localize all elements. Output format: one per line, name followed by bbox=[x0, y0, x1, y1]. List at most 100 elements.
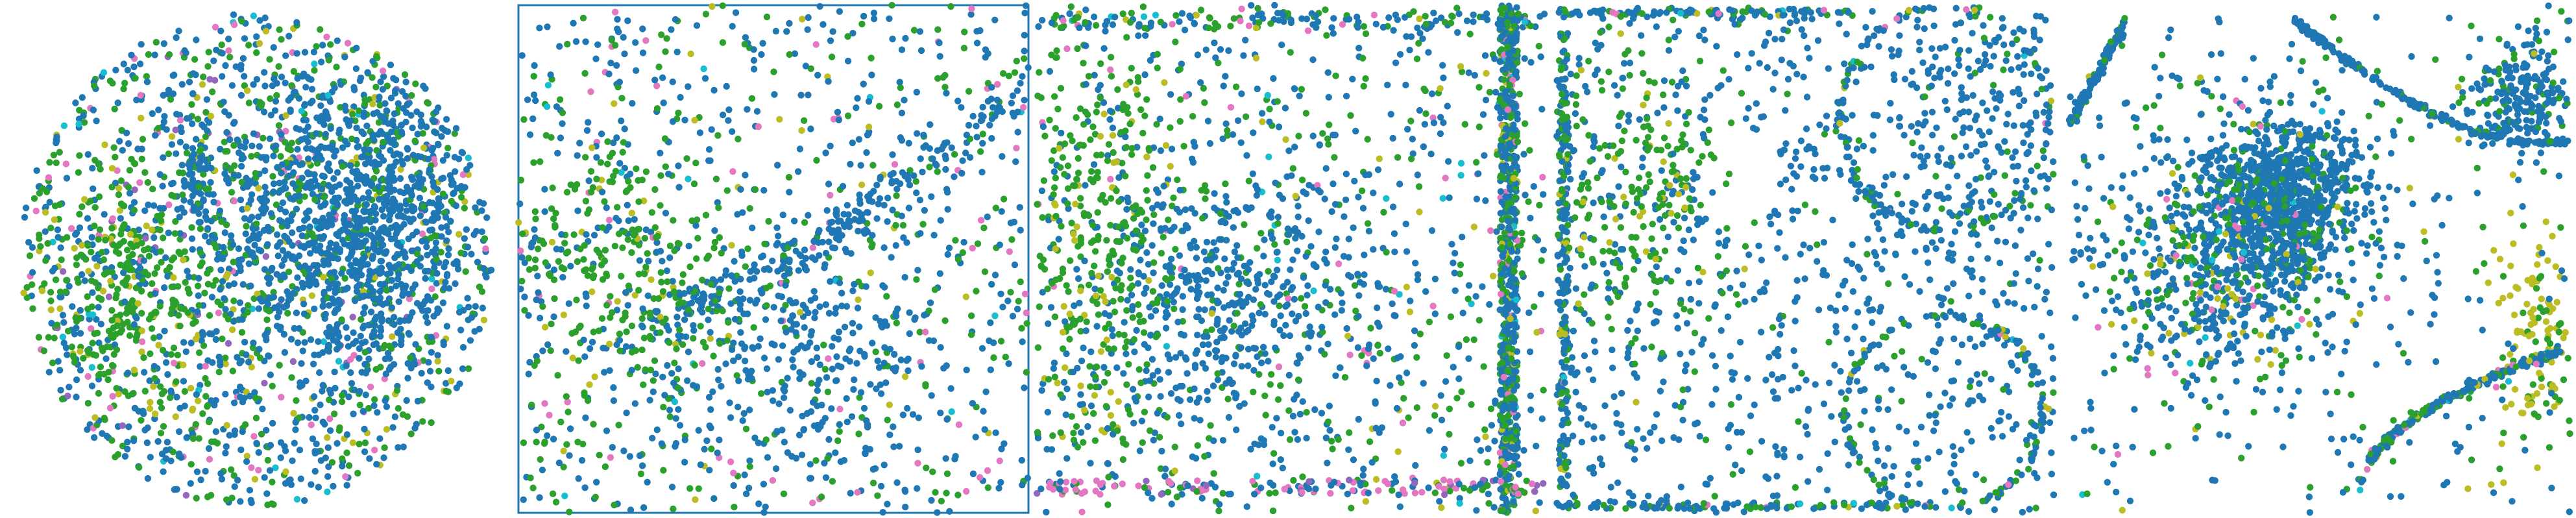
scatter-point bbox=[143, 222, 150, 230]
scatter-point bbox=[875, 103, 883, 110]
scatter-point bbox=[334, 169, 341, 176]
scatter-point bbox=[751, 261, 758, 268]
scatter-point bbox=[564, 399, 571, 406]
scatter-point bbox=[342, 286, 349, 293]
scatter-point bbox=[424, 319, 431, 327]
scatter-point bbox=[434, 186, 441, 193]
scatter-point bbox=[64, 327, 72, 335]
scatter-point bbox=[448, 181, 456, 188]
scatter-point bbox=[857, 162, 864, 169]
scatter-point bbox=[732, 9, 740, 16]
scatter-point bbox=[982, 46, 990, 53]
scatter-point bbox=[84, 241, 91, 249]
scatter-point bbox=[200, 73, 207, 80]
scatter-point bbox=[565, 300, 572, 307]
scatter-point bbox=[261, 380, 268, 387]
scatter-point bbox=[998, 208, 1005, 215]
scatter-point bbox=[115, 390, 122, 398]
scatter-point bbox=[1530, 183, 1537, 190]
scatter-point bbox=[780, 490, 788, 497]
scatter-point bbox=[274, 164, 281, 171]
scatter-point bbox=[422, 313, 430, 321]
scatter-point bbox=[263, 274, 271, 282]
scatter-point bbox=[690, 322, 697, 329]
scatter-point bbox=[301, 339, 308, 346]
scatter-point bbox=[1479, 111, 1487, 118]
scatter-point bbox=[822, 249, 830, 257]
scatter-point bbox=[188, 101, 195, 108]
scatter-point bbox=[657, 149, 664, 156]
scatter-point bbox=[877, 381, 884, 388]
scatter-point bbox=[936, 270, 943, 277]
scatter-point bbox=[820, 341, 827, 349]
scatter-point bbox=[554, 372, 561, 379]
scatter-point bbox=[1257, 301, 1264, 308]
scatter-point bbox=[609, 149, 616, 156]
scatter-point bbox=[1068, 413, 1075, 420]
scatter-point bbox=[1346, 429, 1353, 436]
scatter-point bbox=[537, 456, 544, 463]
scatter-point bbox=[965, 88, 973, 95]
scatter-point bbox=[1463, 336, 1470, 343]
scatter-point bbox=[345, 393, 352, 401]
scatter-point bbox=[690, 180, 698, 188]
scatter-point bbox=[593, 175, 600, 182]
scatter-point bbox=[169, 179, 177, 187]
scatter-point bbox=[690, 293, 698, 301]
scatter-point bbox=[110, 144, 117, 151]
scatter-point bbox=[319, 382, 326, 389]
scatter-point bbox=[151, 234, 158, 241]
scatter-point bbox=[91, 204, 99, 211]
scatter-point bbox=[175, 428, 183, 436]
scatter-point bbox=[174, 206, 181, 213]
scatter-point bbox=[858, 20, 866, 28]
scatter-point bbox=[959, 157, 966, 164]
scatter-point bbox=[1180, 143, 1187, 150]
scatter-point bbox=[1331, 154, 1338, 161]
scatter-point bbox=[343, 449, 350, 456]
scatter-point bbox=[315, 484, 322, 491]
scatter-point bbox=[210, 57, 217, 64]
scatter-point bbox=[1141, 408, 1148, 415]
scatter-point bbox=[84, 400, 92, 407]
scatter-point bbox=[237, 92, 245, 99]
scatter-point bbox=[285, 268, 293, 275]
scatter-point bbox=[296, 197, 303, 204]
scatter-point bbox=[120, 269, 127, 277]
scatter-point bbox=[201, 290, 208, 297]
scatter-point bbox=[1465, 282, 1473, 289]
scatter-point bbox=[984, 467, 991, 475]
scatter-point bbox=[228, 466, 235, 473]
scatter-point bbox=[439, 299, 447, 306]
scatter-point bbox=[322, 130, 330, 138]
scatter-point bbox=[334, 37, 341, 44]
scatter-point bbox=[229, 367, 236, 375]
scatter-point bbox=[231, 197, 238, 204]
scatter-point bbox=[309, 146, 317, 153]
scatter-point bbox=[346, 221, 354, 228]
scatter-point bbox=[371, 203, 378, 210]
scatter-point bbox=[403, 397, 410, 404]
scatter-point bbox=[628, 249, 635, 256]
scatter-point bbox=[123, 310, 130, 317]
scatter-point bbox=[1158, 447, 1165, 455]
scatter-point bbox=[431, 117, 439, 125]
scatter-point bbox=[401, 285, 408, 293]
scatter-point bbox=[929, 468, 936, 475]
scatter-point bbox=[365, 194, 372, 202]
scatter-point bbox=[1521, 120, 1529, 127]
scatter-point bbox=[444, 367, 452, 375]
scatter-point bbox=[55, 358, 62, 365]
scatter-point bbox=[305, 265, 312, 273]
scatter-point bbox=[395, 298, 402, 305]
scatter-point bbox=[265, 308, 273, 315]
scatter-point bbox=[1148, 495, 1156, 502]
scatter-point bbox=[359, 174, 367, 182]
scatter-point bbox=[451, 130, 458, 137]
scatter-point bbox=[430, 210, 437, 217]
scatter-point bbox=[258, 154, 265, 161]
scatter-point bbox=[786, 256, 793, 264]
scatter-point bbox=[115, 191, 123, 199]
scatter-point bbox=[1107, 66, 1114, 73]
scatter-point bbox=[178, 128, 185, 136]
